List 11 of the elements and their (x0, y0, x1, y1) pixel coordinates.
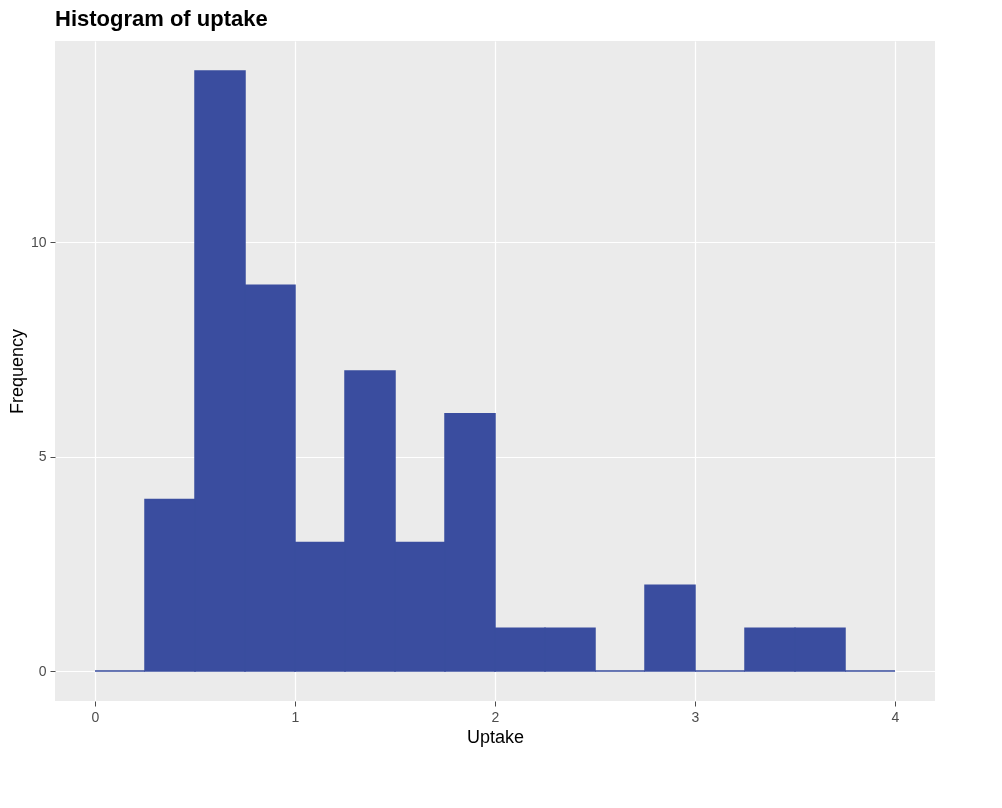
x-tick-label: 1 (291, 708, 300, 725)
x-tick-label: 0 (91, 708, 100, 725)
y-tick-label: 5 (38, 448, 47, 465)
x-axis-title: Uptake (466, 726, 525, 747)
y-axis-title: Frequency (6, 328, 27, 415)
chart-title: Histogram of uptake (55, 6, 268, 31)
x-tick-label: 4 (891, 708, 900, 725)
y-tick-label: 0 (38, 662, 47, 679)
y-tick-label: 10 (30, 233, 47, 250)
x-tick-label: 2 (491, 708, 500, 725)
x-tick-label: 3 (691, 708, 700, 725)
